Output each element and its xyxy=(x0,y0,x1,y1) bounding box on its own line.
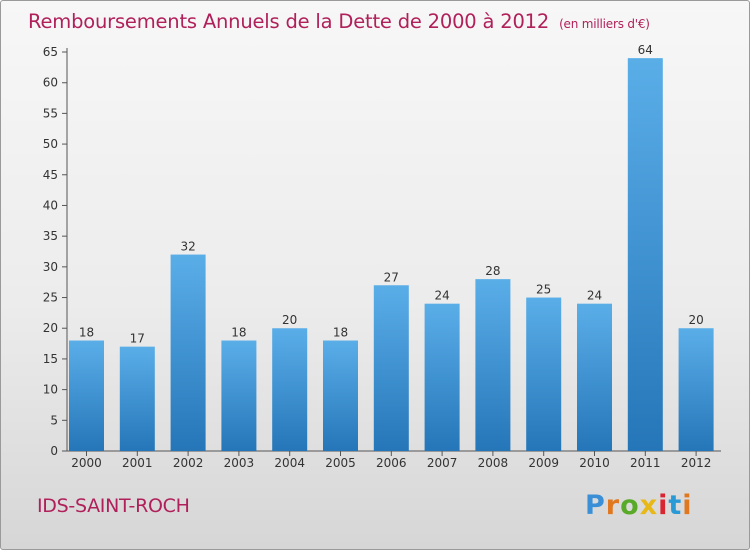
y-tick-label: 55 xyxy=(43,106,58,120)
data-label-2004: 20 xyxy=(282,313,297,327)
data-label-2005: 18 xyxy=(333,326,348,340)
x-tick-label-2012: 2012 xyxy=(681,456,712,470)
chart-title-text: Remboursements Annuels de la Dette de 20… xyxy=(28,10,550,33)
data-label-2010: 24 xyxy=(587,289,602,303)
y-tick-label: 15 xyxy=(43,352,58,366)
y-tick-label: 25 xyxy=(43,291,58,305)
bar-2006 xyxy=(373,285,409,451)
logo-letter: P xyxy=(585,490,606,521)
chart-unit: (en milliers d'€) xyxy=(559,17,650,31)
y-tick-label: 45 xyxy=(43,168,58,182)
x-tick-label-2000: 2000 xyxy=(71,456,102,470)
y-tick-label: 65 xyxy=(43,45,58,59)
data-label-2000: 18 xyxy=(79,326,94,340)
y-tick-label: 60 xyxy=(43,76,58,90)
y-tick-label: 35 xyxy=(43,229,58,243)
x-tick-label-2011: 2011 xyxy=(630,456,661,470)
data-label-2012: 20 xyxy=(688,313,703,327)
logo-letter: x xyxy=(639,490,659,521)
data-label-2008: 28 xyxy=(485,264,500,278)
bar-2012 xyxy=(678,328,714,451)
bar-2009 xyxy=(526,297,562,451)
x-tick-label-2004: 2004 xyxy=(274,456,305,470)
data-label-2003: 18 xyxy=(231,326,246,340)
bar-2002 xyxy=(170,254,206,451)
y-tick-label: 30 xyxy=(43,260,58,274)
x-tick-label-2001: 2001 xyxy=(122,456,153,470)
data-label-2011: 64 xyxy=(638,43,653,57)
bar-2010 xyxy=(577,303,612,451)
x-tick-label-2007: 2007 xyxy=(427,456,458,470)
logo-letter: r xyxy=(605,490,621,521)
city-name: IDS-SAINT-ROCH xyxy=(37,495,190,517)
x-tick-label-2010: 2010 xyxy=(579,456,610,470)
data-label-2007: 24 xyxy=(434,289,449,303)
data-label-2009: 25 xyxy=(536,283,551,297)
bar-2001 xyxy=(119,346,155,451)
x-tick-label-2003: 2003 xyxy=(224,456,255,470)
bars xyxy=(69,58,714,452)
bar-2000 xyxy=(69,340,104,451)
bar-2005 xyxy=(323,340,358,451)
data-labels: 18 17 32 18 20 18 27 24 28 25 24 64 20 xyxy=(79,43,704,346)
logo-letter: i xyxy=(682,490,693,521)
data-label-2006: 27 xyxy=(384,270,399,284)
logo-letter: t xyxy=(668,490,683,521)
x-tick-label-2005: 2005 xyxy=(325,456,356,470)
y-tick-label: 5 xyxy=(50,413,58,427)
bar-2004 xyxy=(272,328,308,451)
logo-letter: o xyxy=(620,490,640,521)
y-tick-label: 10 xyxy=(43,383,58,397)
bar-2008 xyxy=(475,279,511,451)
logo-letter: i xyxy=(658,490,669,521)
bar-2011 xyxy=(627,58,663,452)
y-tick-label: 0 xyxy=(50,444,58,458)
x-tick-label-2002: 2002 xyxy=(173,456,204,470)
x-tick-label-2008: 2008 xyxy=(478,456,509,470)
chart-title: Remboursements Annuels de la Dette de 20… xyxy=(28,10,650,33)
y-tick-label: 50 xyxy=(43,137,58,151)
y-tick-label: 20 xyxy=(43,321,58,335)
bar-2003 xyxy=(221,340,257,451)
bar-2007 xyxy=(424,303,460,451)
x-tick-label-2006: 2006 xyxy=(376,456,407,470)
data-label-2002: 32 xyxy=(180,240,195,254)
x-tick-label-2009: 2009 xyxy=(528,456,559,470)
y-tick-label: 40 xyxy=(43,198,58,212)
data-label-2001: 17 xyxy=(130,332,145,346)
proxiti-logo[interactable]: Proxiti xyxy=(585,490,693,521)
